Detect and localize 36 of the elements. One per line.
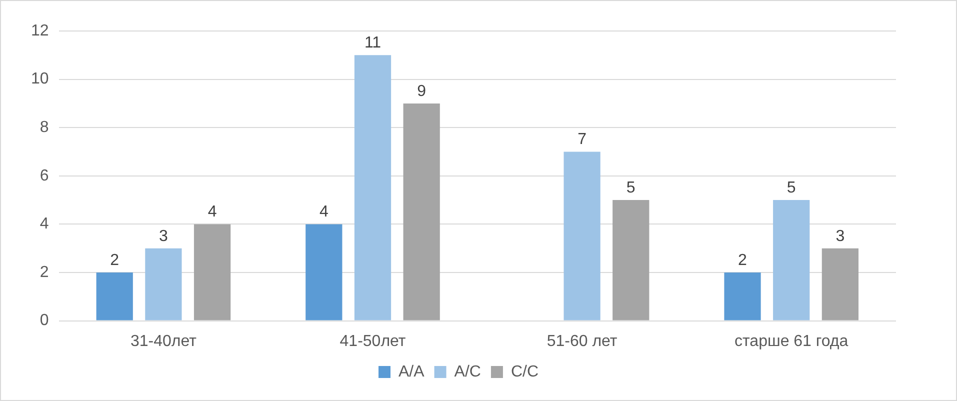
bar [96,272,133,320]
data-label: 11 [364,34,382,52]
data-label: 4 [319,204,328,221]
data-label: 7 [578,131,587,148]
bar [773,200,810,320]
x-tick-label: 51-60 лет [546,332,618,350]
bar [194,224,231,320]
data-label: 2 [110,252,120,269]
x-tick-label: 41-50лет [340,332,406,350]
y-tick-label: 2 [40,264,49,281]
y-tick-label: 6 [40,167,49,184]
legend-label: A/A [398,363,425,380]
y-tick-label: 10 [31,70,49,88]
x-tick-label: старше 61 года [734,332,848,350]
bar [145,248,182,320]
legend-label: C/C [510,363,539,380]
bar [822,248,858,320]
y-tick-label: 4 [40,216,49,233]
x-tick-label: 31-40лет [130,332,198,350]
y-tick-label: 12 [31,22,49,40]
y-tick-label: 8 [40,119,49,136]
bar [564,152,600,320]
data-label: 9 [417,82,426,100]
bar [724,272,761,320]
data-label: 5 [626,179,636,196]
data-label: 4 [208,204,217,221]
legend-label: A/C [454,363,481,380]
bar [354,55,392,320]
data-label: 5 [786,179,796,196]
bar [306,224,342,320]
bar [612,200,650,320]
bar [403,103,440,320]
data-label: 3 [836,228,845,245]
data-label: 3 [158,228,168,245]
data-label: 2 [738,252,748,269]
y-tick-label: 0 [40,312,49,330]
